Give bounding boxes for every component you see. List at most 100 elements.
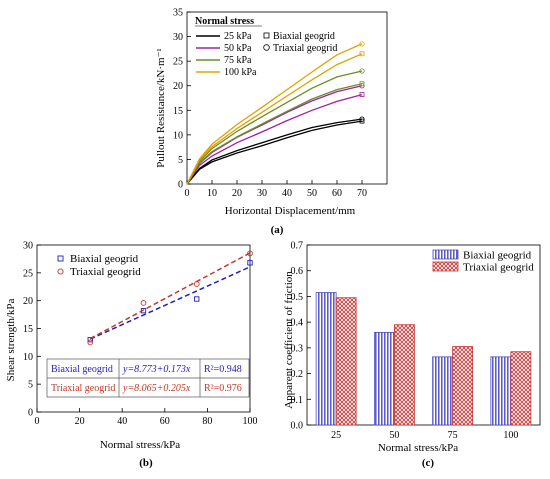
panel-b: (b) Normal stress/kPa Shear strength/kPa…	[5, 241, 258, 470]
y-tick-label: 25	[23, 268, 33, 279]
y-tick-label: 30	[173, 32, 183, 43]
y-tick-label: 0	[28, 408, 33, 419]
panel-a-xlabel: Horizontal Displacement/mm	[225, 205, 356, 217]
legend-circle-marker	[57, 268, 64, 275]
y-tick-label: 0.1	[291, 395, 304, 406]
fit-equation: y=8.065+0.205x	[122, 383, 191, 394]
x-tick-label: 25	[331, 430, 341, 441]
x-tick-label: 70	[357, 188, 367, 199]
legend-label: 75 kPa	[224, 55, 252, 66]
curve-50-kPa-biaxial	[186, 93, 363, 185]
y-tick-label: 15	[23, 324, 33, 335]
data-point-triaxial	[140, 300, 147, 306]
curve-25-kPa-biaxial	[186, 120, 363, 185]
y-tick-label: 0.5	[291, 292, 304, 303]
panel-b-xlabel: Normal stress/kPa	[100, 439, 180, 451]
panel-c-label: (c)	[422, 457, 435, 469]
y-tick-label: 5	[178, 155, 183, 166]
legend-swatch-triaxial	[432, 261, 459, 272]
fit-equation: y=8.773+0.173x	[122, 364, 191, 375]
legend-swatch-biaxial	[432, 249, 459, 260]
y-tick-label: 10	[173, 130, 183, 141]
end-marker-circle	[359, 116, 365, 122]
data-point-biaxial	[194, 296, 200, 302]
y-tick-label: 0.3	[291, 343, 304, 354]
legend-label: Biaxial geogrid	[70, 253, 139, 265]
legend-label: Biaxial geogrid	[463, 250, 532, 262]
legend-circle-marker	[263, 44, 270, 51]
x-tick-label: 0	[185, 188, 190, 199]
end-marker-square	[359, 92, 365, 97]
y-tick-label: 0.0	[291, 421, 304, 432]
y-tick-label: 15	[173, 106, 183, 117]
plot-frame	[306, 244, 541, 426]
y-tick-label: 0.2	[291, 369, 304, 380]
legend-label: 100 kPa	[224, 67, 257, 78]
data-point-triaxial	[193, 281, 200, 287]
fit-line-biaxial	[89, 266, 251, 340]
fit-r-squared: R²=0.948	[204, 364, 242, 375]
legend-label: 25 kPa	[224, 31, 252, 42]
data-point-biaxial	[87, 336, 93, 343]
y-tick-label: 0.7	[291, 241, 304, 252]
legend-title: Normal stress	[195, 16, 254, 27]
x-tick-label: 10	[207, 188, 217, 199]
data-point-triaxial	[247, 250, 253, 257]
end-marker-circle	[359, 41, 365, 47]
legend-label: Triaxial geogrid	[273, 43, 337, 54]
fit-table-name: Biaxial geogrid	[51, 364, 113, 375]
bar-triaxial-25	[335, 297, 357, 426]
curve-75-kPa-triaxial	[186, 70, 363, 185]
y-tick-label: 25	[173, 57, 183, 68]
x-tick-label: 75	[448, 430, 458, 441]
x-tick-label: 20	[232, 188, 242, 199]
x-tick-label: 30	[257, 188, 267, 199]
data-point-triaxial	[87, 339, 94, 346]
y-tick-label: 0	[178, 180, 183, 191]
x-tick-label: 50	[389, 430, 399, 441]
legend-label: Biaxial geogrid	[273, 31, 335, 42]
x-tick-label: 50	[307, 188, 317, 199]
curve-100-kPa-triaxial	[186, 43, 363, 185]
data-point-biaxial	[247, 260, 253, 266]
curve-75-kPa-biaxial	[186, 83, 363, 185]
curve-100-kPa-biaxial	[186, 53, 363, 185]
y-tick-label: 20	[23, 296, 33, 307]
legend-label: Triaxial geogrid	[70, 266, 141, 278]
x-tick-label: 100	[503, 430, 518, 441]
x-tick-label: 60	[160, 416, 170, 427]
panel-c-ylabel: Apparent coefficient of friction	[283, 271, 295, 409]
y-tick-label: 0.4	[291, 318, 304, 329]
panel-b-ylabel: Shear strength/kPa	[5, 298, 17, 381]
x-tick-label: 0	[35, 416, 40, 427]
legend-label: Triaxial geogrid	[463, 262, 534, 274]
panel-c-plot: 0.0 0.1 0.2 0.3 0.4 0.5 0.6 0.7 25 50 75 100 Biaxial…	[291, 241, 541, 441]
curve-25-kPa-triaxial	[186, 118, 363, 185]
end-marker-circle	[359, 68, 365, 74]
fit-r-squared: R²=0.976	[204, 383, 242, 394]
y-tick-label: 5	[28, 380, 33, 391]
legend-square-marker	[57, 255, 64, 262]
bar-biaxial-50	[373, 332, 395, 426]
panel-a: (a) Horizontal Displacement/mm Pullout R…	[155, 8, 388, 236]
x-tick-label: 20	[75, 416, 85, 427]
legend-label: 50 kPa	[224, 43, 252, 54]
panel-a-label: (a)	[271, 224, 284, 236]
x-tick-label: 40	[282, 188, 292, 199]
bar-triaxial-50	[393, 324, 415, 426]
bar-triaxial-75	[452, 346, 474, 426]
x-tick-label: 60	[332, 188, 342, 199]
panel-a-plot: 0 10 20 30 40 50 60 70 0 5 10 15 20 25 30 35 Normal stre…	[173, 8, 388, 199]
bar-biaxial-100	[490, 356, 512, 426]
fit-table-name: Triaxial geogrid	[51, 383, 115, 394]
panel-c-xlabel: Normal stress/kPa	[378, 442, 458, 454]
bar-triaxial-100	[510, 351, 532, 426]
y-tick-label: 0.6	[291, 266, 304, 277]
panel-c: (c) Normal stress/kPa Apparent coefficie…	[283, 241, 541, 469]
y-tick-label: 35	[173, 8, 183, 19]
x-tick-label: 100	[243, 416, 258, 427]
y-tick-label: 20	[173, 81, 183, 92]
end-marker-square	[359, 81, 365, 87]
